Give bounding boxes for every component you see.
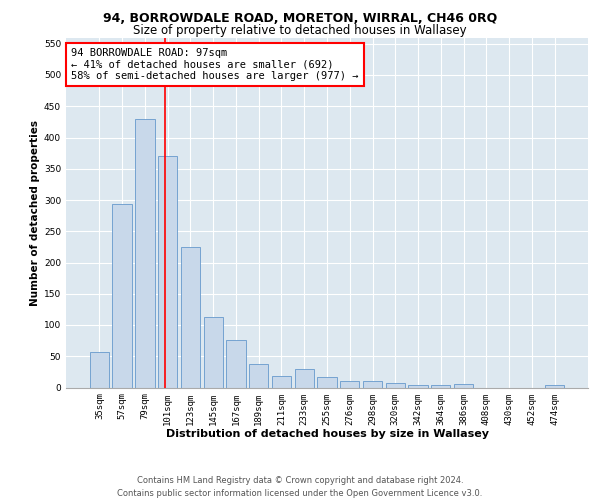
- Bar: [317, 377, 337, 388]
- X-axis label: Distribution of detached houses by size in Wallasey: Distribution of detached houses by size …: [166, 429, 488, 439]
- Text: Contains HM Land Registry data © Crown copyright and database right 2024.
Contai: Contains HM Land Registry data © Crown c…: [118, 476, 482, 498]
- Bar: [249, 364, 268, 388]
- Bar: [181, 247, 200, 388]
- Bar: [545, 385, 564, 388]
- Bar: [363, 381, 382, 388]
- Bar: [386, 383, 405, 388]
- Bar: [454, 384, 473, 388]
- Bar: [90, 352, 109, 388]
- Text: 94, BORROWDALE ROAD, MORETON, WIRRAL, CH46 0RQ: 94, BORROWDALE ROAD, MORETON, WIRRAL, CH…: [103, 12, 497, 26]
- Y-axis label: Number of detached properties: Number of detached properties: [30, 120, 40, 306]
- Bar: [158, 156, 178, 388]
- Bar: [431, 385, 451, 388]
- Text: 94 BORROWDALE ROAD: 97sqm
← 41% of detached houses are smaller (692)
58% of semi: 94 BORROWDALE ROAD: 97sqm ← 41% of detac…: [71, 48, 359, 81]
- Bar: [340, 381, 359, 388]
- Bar: [409, 385, 428, 388]
- Bar: [295, 370, 314, 388]
- Bar: [203, 317, 223, 388]
- Bar: [226, 340, 245, 388]
- Bar: [272, 376, 291, 388]
- Text: Size of property relative to detached houses in Wallasey: Size of property relative to detached ho…: [133, 24, 467, 37]
- Bar: [135, 118, 155, 388]
- Bar: [112, 204, 132, 388]
